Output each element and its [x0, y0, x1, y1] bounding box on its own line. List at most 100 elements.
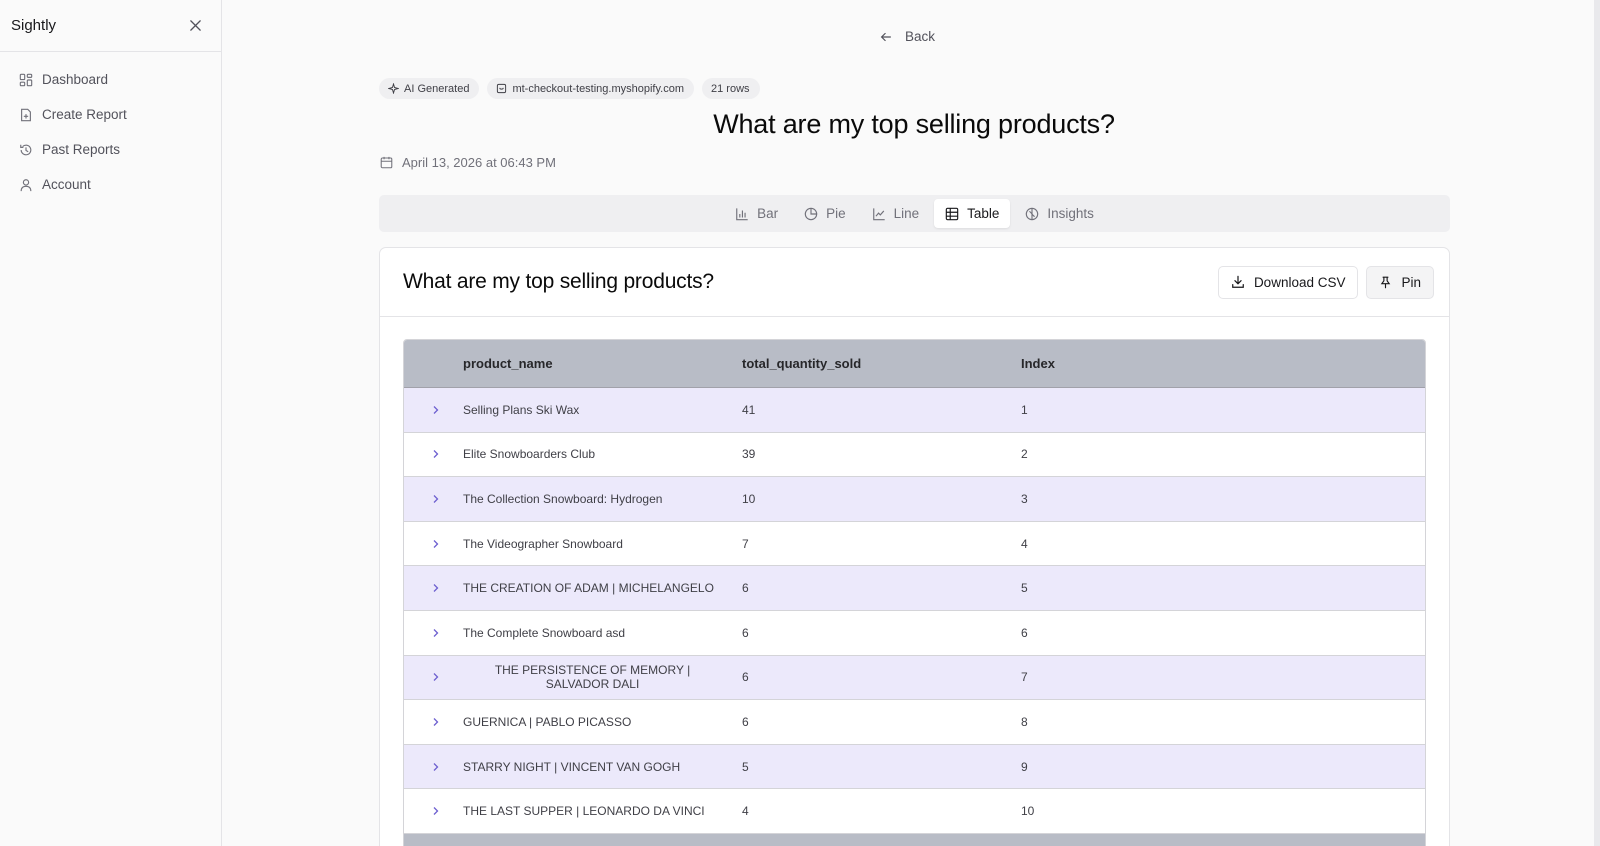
table-row[interactable]: THE CREATION OF ADAM | MICHELANGELO 6 5	[404, 566, 1425, 611]
brand-name: Sightly	[11, 17, 57, 34]
download-csv-button[interactable]: Download CSV	[1217, 265, 1359, 299]
back-link[interactable]: Back	[879, 29, 935, 44]
report-date: April 13, 2026 at 06:43 PM	[380, 155, 556, 170]
insights-icon	[1026, 207, 1039, 220]
table-row[interactable]: THE PERSISTENCE OF MEMORY | SALVADOR DAL…	[404, 655, 1425, 701]
history-icon	[20, 144, 32, 155]
table-row[interactable]: The Collection Snowboard: Hydrogen 10 3	[404, 477, 1425, 522]
table-row[interactable]: Selling Plans Ski Wax 41 1	[404, 388, 1425, 433]
sidebar-item-label: Create Report	[42, 107, 127, 122]
card-title: What are my top selling products?	[403, 270, 714, 293]
column-header[interactable]: product_name	[463, 356, 553, 371]
tab-label: Table	[967, 206, 1000, 221]
expand-row-button[interactable]	[431, 762, 441, 772]
tab-pie[interactable]: Pie	[793, 199, 857, 228]
cell-total-quantity-sold: 10	[742, 491, 756, 506]
expand-row-button[interactable]	[431, 717, 441, 727]
pin-button[interactable]: Pin	[1366, 265, 1434, 299]
back-label: Back	[905, 29, 936, 44]
table-row[interactable]: The Complete Snowboard asd 6 6	[404, 610, 1425, 656]
cell-index: 9	[1021, 759, 1028, 774]
sidebar: Sightly Dashboard Create Report Past Rep…	[0, 0, 222, 846]
badge-label: mt-checkout-testing.myshopify.com	[512, 82, 685, 95]
cell-total-quantity-sold: 6	[742, 670, 749, 685]
expand-row-button[interactable]	[431, 449, 441, 459]
table-icon	[945, 207, 959, 220]
cell-index: 8	[1021, 714, 1028, 729]
table-row[interactable]: Elite Snowboarders Club 39 2	[404, 432, 1425, 478]
cell-index: 10	[1021, 804, 1035, 819]
cell-total-quantity-sold: 7	[742, 536, 749, 551]
tab-label: Insights	[1047, 206, 1094, 221]
main-content: Back AI Generated mt-checkout-testing.my…	[222, 0, 1600, 846]
tab-bar[interactable]: Bar	[724, 199, 789, 228]
tab-insights[interactable]: Insights	[1014, 199, 1105, 228]
chevron-right-icon	[433, 717, 438, 726]
chevron-right-icon	[433, 628, 438, 637]
sidebar-item-dashboard[interactable]: Dashboard	[0, 62, 221, 97]
table-row[interactable]: GUERNICA | PABLO PICASSO 6 8	[404, 700, 1425, 745]
cell-index: 5	[1021, 581, 1028, 596]
cell-product-name: GUERNICA | PABLO PICASSO	[463, 714, 632, 729]
close-sidebar-button[interactable]	[185, 16, 205, 36]
cell-product-name: THE CREATION OF ADAM | MICHELANGELO	[463, 581, 714, 596]
sidebar-item-label: Dashboard	[42, 72, 109, 87]
page-title: What are my top selling products?	[713, 109, 1115, 139]
cell-product-name: Selling Plans Ski Wax	[463, 402, 580, 417]
expand-row-button[interactable]	[431, 583, 441, 593]
pin-icon	[1381, 276, 1391, 288]
cell-total-quantity-sold: 5	[742, 759, 749, 774]
chevron-right-icon	[433, 495, 438, 503]
file-plus-icon	[21, 108, 31, 121]
view-tabs: Bar Pie Line Table Insights	[379, 195, 1450, 232]
cell-product-name: STARRY NIGHT | VINCENT VAN GOGH	[463, 759, 681, 774]
tab-line[interactable]: Line	[861, 199, 931, 228]
expand-row-button[interactable]	[431, 405, 441, 415]
sidebar-item-account[interactable]: Account	[0, 167, 221, 202]
cell-index: 2	[1021, 447, 1028, 462]
line-chart-icon	[872, 207, 885, 220]
scrollbar[interactable]	[1594, 0, 1600, 846]
sidebar-item-create-report[interactable]: Create Report	[0, 97, 221, 132]
arrow-left-icon	[880, 32, 891, 41]
tab-table[interactable]: Table	[934, 199, 1011, 228]
cell-product-name: The Videographer Snowboard	[463, 536, 623, 551]
sidebar-item-past-reports[interactable]: Past Reports	[0, 132, 221, 167]
sidebar-header: Sightly	[0, 0, 221, 52]
ai-generated-badge: AI Generated	[379, 78, 480, 99]
user-icon	[20, 178, 32, 191]
expand-row-button[interactable]	[431, 628, 441, 638]
expand-row-button[interactable]	[431, 494, 441, 504]
chevron-right-icon	[433, 584, 438, 593]
sidebar-nav: Dashboard Create Report Past Reports Acc…	[0, 52, 221, 202]
sidebar-item-label: Account	[42, 177, 91, 192]
table-row[interactable]: THE LAST SUPPER | LEONARDO DA VINCI 4 10	[404, 789, 1425, 834]
expand-row-button[interactable]	[431, 539, 441, 549]
download-icon	[1232, 275, 1244, 288]
table-row[interactable]: STARRY NIGHT | VINCENT VAN GOGH 5 9	[404, 744, 1425, 790]
cell-product-name: The Complete Snowboard asd	[463, 625, 626, 640]
cell-index: 4	[1021, 536, 1028, 551]
button-label: Pin	[1401, 274, 1421, 290]
table-row[interactable]: The Videographer Snowboard 7 4	[404, 521, 1425, 567]
card-header: What are my top selling products? Downlo…	[380, 248, 1449, 317]
chevron-right-icon	[433, 539, 438, 548]
chevron-right-icon	[433, 450, 438, 459]
cell-total-quantity-sold: 6	[742, 625, 749, 640]
column-header[interactable]: Index	[1021, 356, 1055, 371]
close-icon	[189, 20, 201, 31]
cell-product-name: THE PERSISTENCE OF MEMORY | SALVADOR DAL…	[494, 663, 691, 692]
cell-total-quantity-sold: 4	[742, 804, 749, 819]
table-footer	[404, 833, 1425, 846]
report-badges: AI Generated mt-checkout-testing.myshopi…	[379, 78, 760, 99]
expand-row-button[interactable]	[431, 672, 441, 682]
store-icon	[497, 83, 507, 94]
badge-label: 21 rows	[711, 82, 750, 95]
column-header[interactable]: total_quantity_sold	[742, 356, 862, 371]
tab-label: Bar	[757, 206, 779, 221]
chevron-right-icon	[433, 807, 438, 816]
expand-row-button[interactable]	[431, 806, 441, 816]
layout-grid-icon	[19, 73, 33, 86]
cell-product-name: Elite Snowboarders Club	[463, 447, 596, 462]
store-badge: mt-checkout-testing.myshopify.com	[487, 78, 695, 99]
